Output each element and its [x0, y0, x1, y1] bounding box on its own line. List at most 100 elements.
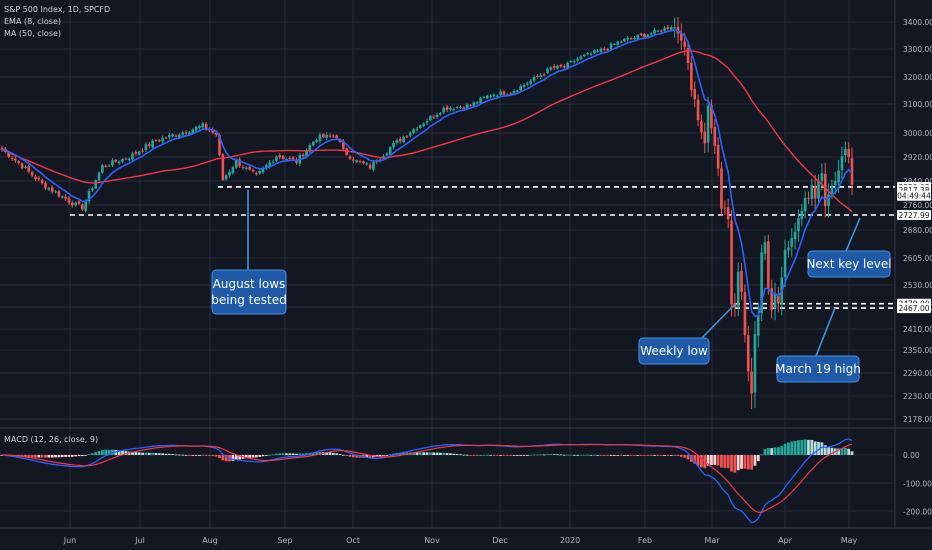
- price-badge-box: [897, 210, 931, 221]
- macd-hist-184: [616, 455, 620, 456]
- macd-hist-233: [780, 445, 784, 455]
- candle-body-79: [265, 165, 268, 169]
- macd-hist-97: [325, 452, 329, 455]
- macd-hist-126: [422, 452, 426, 455]
- axes: Jun Jul Aug Sep Oct Nov Dec 2020 Feb Mar Apr May 340…: [63, 18, 932, 545]
- ema-legend: EMA (8, close): [4, 17, 61, 26]
- macd-hist-151: [505, 455, 509, 456]
- macd-hist-77: [258, 455, 262, 457]
- candle-body-102: [342, 141, 345, 149]
- candle-body-248: [830, 185, 834, 194]
- macd-hist-164: [549, 454, 553, 455]
- candle-body-163: [546, 68, 549, 74]
- x-tick-label: Mar: [704, 536, 720, 545]
- candle-body-130: [435, 114, 439, 118]
- grid-lines: [0, 0, 932, 529]
- candle-body-14: [47, 188, 51, 190]
- candle-body-10: [34, 176, 37, 180]
- macd-hist-240: [803, 439, 807, 455]
- macd-hist-23: [77, 455, 81, 457]
- macd-hist-146: [489, 454, 492, 456]
- macd-hist-229: [766, 447, 770, 455]
- macd-hist-252: [843, 447, 847, 455]
- candle-body-153: [512, 91, 516, 95]
- candle-body-13: [44, 182, 47, 189]
- macd-hist-99: [331, 452, 335, 455]
- candle-body-235: [787, 247, 790, 251]
- macd-hist-197: [659, 455, 663, 456]
- candle-body-239: [800, 210, 804, 219]
- candle-body-184: [616, 41, 620, 45]
- candle-body-227: [760, 252, 763, 314]
- candle-body-128: [429, 116, 432, 121]
- annotation-next-key-text: Next key level: [806, 257, 891, 271]
- macd-hist-88: [295, 453, 298, 455]
- macd-hist-36: [121, 450, 124, 455]
- candle-body-225: [753, 334, 757, 393]
- macd-tick-label: 0.00: [903, 451, 920, 460]
- macd-hist-127: [425, 452, 429, 455]
- y-tick-label: 2410.00: [903, 325, 932, 334]
- macd-hist-180: [602, 455, 606, 456]
- macd-hist-244: [817, 441, 820, 455]
- macd-hist-10: [34, 455, 37, 458]
- macd-hist-209: [700, 455, 703, 468]
- annotation-next-key-pointer: [845, 217, 861, 252]
- macd-hist-62: [208, 455, 211, 456]
- candle-body-108: [362, 161, 365, 164]
- macd-hist-89: [298, 453, 302, 455]
- candle-body-167: [559, 64, 563, 67]
- macd-hist-178: [596, 454, 600, 456]
- candle-body-35: [117, 161, 121, 164]
- y-tick-label: 3300.00: [903, 45, 932, 54]
- macd-tick-label: -100.00: [903, 479, 932, 488]
- candle-body-135: [452, 109, 456, 111]
- macd-hist-46: [154, 453, 158, 455]
- candle-body-164: [549, 67, 553, 70]
- candle-body-222: [743, 292, 747, 336]
- candle-body-77: [258, 171, 261, 174]
- macd-hist-74: [248, 455, 252, 458]
- candle-body-243: [813, 185, 817, 199]
- macd-hist-7: [24, 455, 27, 457]
- macd-hist-185: [619, 455, 623, 456]
- macd-hist-173: [579, 454, 583, 456]
- candle-body-18: [60, 196, 64, 198]
- candle-body-145: [485, 95, 489, 99]
- macd-hist-182: [609, 455, 613, 456]
- macd-hist-73: [244, 455, 248, 459]
- macd-hist-166: [556, 454, 559, 456]
- candle-body-32: [107, 165, 111, 167]
- candle-body-41: [137, 151, 141, 155]
- macd-hist-254: [850, 451, 854, 455]
- macd-hist-211: [706, 455, 710, 466]
- candle-body-121: [405, 136, 409, 138]
- candle-body-201: [673, 27, 676, 29]
- macd-hist-206: [689, 455, 693, 462]
- macd-hist-115: [385, 455, 389, 456]
- macd-hist-251: [840, 448, 844, 455]
- y-tick-label: 3100.00: [903, 100, 932, 109]
- x-tick-label: May: [841, 536, 858, 545]
- y-tick-label: 2290.00: [903, 369, 932, 378]
- macd-hist-63: [211, 455, 215, 457]
- price-badge-label: 2817.38: [898, 186, 929, 195]
- macd-hist-51: [171, 454, 175, 455]
- candle-body-33: [111, 160, 114, 166]
- candle-body-44: [147, 144, 151, 147]
- macd-hist-14: [47, 455, 51, 458]
- macd-hist-94: [315, 452, 318, 455]
- candle-body-21: [70, 202, 74, 206]
- macd-hist-205: [686, 455, 690, 460]
- macd-hist-87: [291, 453, 295, 455]
- candle-body-123: [412, 129, 415, 134]
- candle-body-67: [224, 175, 228, 180]
- candle-body-28: [94, 180, 98, 189]
- candle-body-20: [67, 198, 71, 203]
- candle-body-166: [556, 65, 559, 69]
- macd-hist-16: [54, 455, 57, 458]
- candle-body-0: [0, 148, 4, 150]
- candle-body-43: [144, 144, 148, 150]
- candle-body-140: [469, 105, 472, 107]
